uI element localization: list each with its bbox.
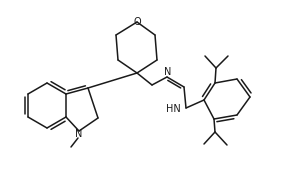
- Text: HN: HN: [166, 104, 181, 114]
- Text: N: N: [164, 67, 172, 77]
- Text: O: O: [133, 17, 141, 27]
- Text: N: N: [75, 129, 83, 139]
